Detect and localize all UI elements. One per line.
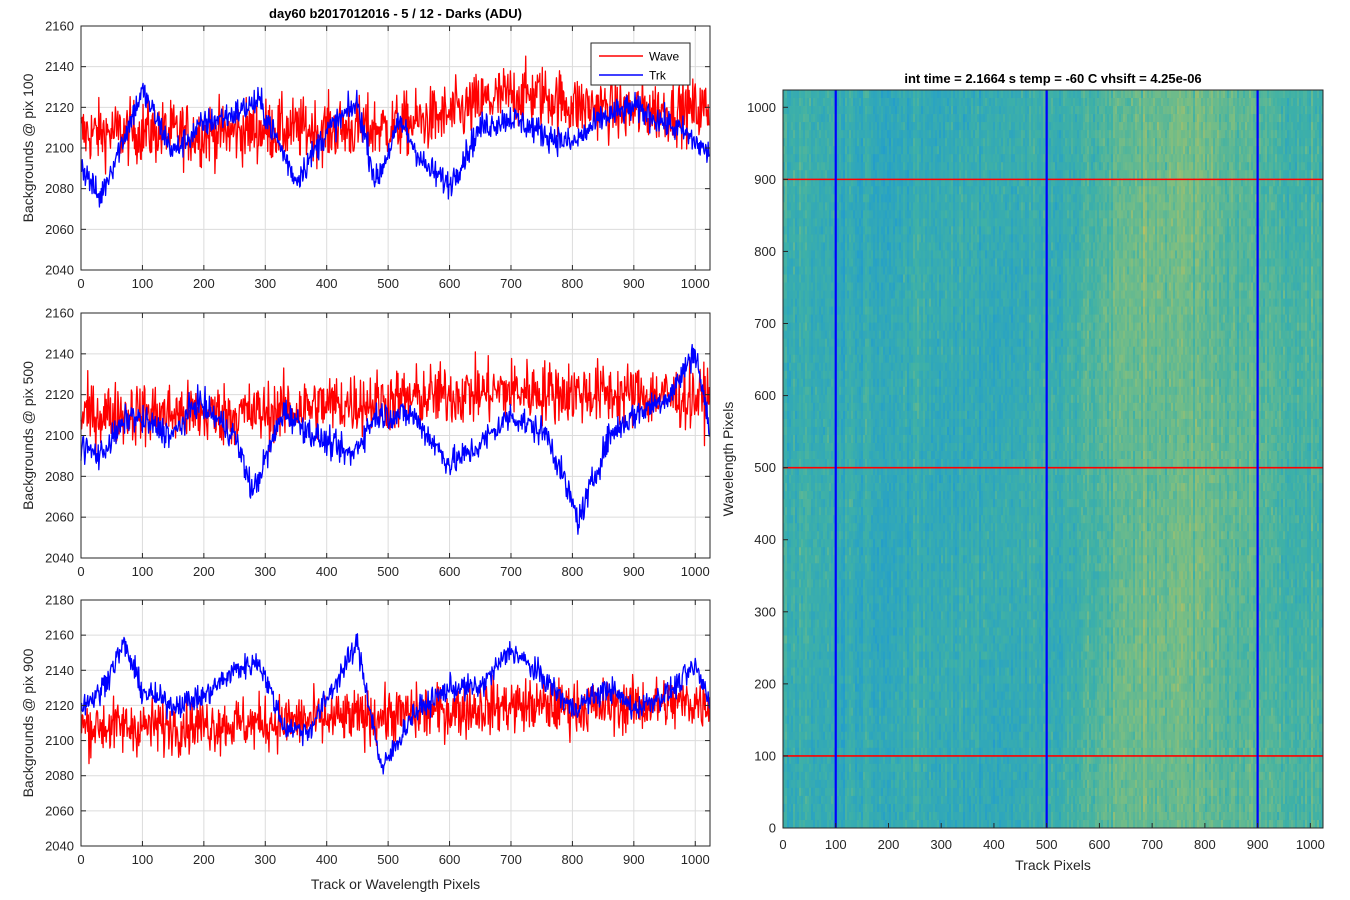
y-tick-label: 2040: [45, 839, 74, 854]
y-axis-label: Backgrounds @ pix 100: [20, 73, 36, 222]
y-tick-label: 2100: [45, 733, 74, 748]
x-tick-label: 700: [500, 564, 522, 579]
x-tick-label: 100: [132, 564, 154, 579]
x-tick-label: 100: [132, 276, 154, 291]
y-tick-label: 2080: [45, 181, 74, 196]
x-tick-label: 700: [500, 852, 522, 867]
y-tick-label: 2100: [45, 428, 74, 443]
panel-pix-500: 0 100 200 300 400 500 600 700 800 900 1000 2040 2060…: [20, 306, 710, 580]
x-tick-label: 900: [623, 276, 645, 291]
x-tick-label: 1000: [681, 852, 710, 867]
y-tick-label: 2140: [45, 663, 74, 678]
x-tick-label: 0: [77, 852, 84, 867]
x-tick-label: 0: [77, 276, 84, 291]
x-tick-label: 400: [316, 852, 338, 867]
y-tick-label: 2060: [45, 803, 74, 818]
y-tick-label: 2140: [45, 346, 74, 361]
y-tick-label: 2060: [45, 510, 74, 525]
y-tick-label: 2080: [45, 469, 74, 484]
y-tick-label: 2120: [45, 698, 74, 713]
panel-pix-100: 0 100 200 300 400 500 600 700 800 900 1000 2040 2060…: [20, 6, 710, 291]
x-tick-label: 900: [623, 852, 645, 867]
y-tick-label: 2100: [45, 141, 74, 156]
x-tick-label: 300: [254, 276, 276, 291]
y-tick-label: 2060: [45, 222, 74, 237]
y-tick-label: 2160: [45, 628, 74, 643]
x-tick-label: 600: [439, 564, 461, 579]
panel-dark-image: 0 100 200 300 400 500 600 700 800 900 100001002003…: [720, 71, 1325, 873]
x-tick-label: 300: [254, 852, 276, 867]
heatmap-image: [783, 90, 1323, 828]
x-tick-label: 1000: [681, 276, 710, 291]
x-tick-label: 300: [254, 564, 276, 579]
x-tick-label: 700: [500, 276, 522, 291]
x-tick-label: 800: [562, 276, 584, 291]
x-tick-label: 500: [377, 852, 399, 867]
x-tick-label: 200: [193, 852, 215, 867]
y-tick-label: 2160: [45, 306, 74, 321]
y-tick-label: 2040: [45, 263, 74, 278]
y-tick-label: 2120: [45, 387, 74, 402]
x-tick-label: 500: [377, 276, 399, 291]
y-tick-label: 2120: [45, 100, 74, 115]
x-tick-label: 800: [562, 564, 584, 579]
x-tick-label: 200: [193, 564, 215, 579]
y-tick-label: 2040: [45, 551, 74, 566]
x-tick-label: 500: [377, 564, 399, 579]
y-axis-label: Backgrounds @ pix 900: [20, 648, 36, 797]
x-tick-label: 600: [439, 276, 461, 291]
panel-pix-900: 0 100 200 300 400 500 600 700 800 900 1000 2040 2060…: [20, 593, 710, 893]
x-tick-label: 0: [77, 564, 84, 579]
x-tick-label: 100: [132, 852, 154, 867]
x-tick-label: 1000: [681, 564, 710, 579]
x-tick-label: 900: [623, 564, 645, 579]
x-tick-label: 600: [439, 852, 461, 867]
x-tick-label: 200: [193, 276, 215, 291]
x-tick-label: 400: [316, 564, 338, 579]
chart-title: day60 b2017012016 - 5 / 12 - Darks (ADU): [269, 6, 522, 21]
legend-label: Trk: [649, 69, 667, 83]
y-tick-label: 2160: [45, 19, 74, 34]
y-axis-label: Backgrounds @ pix 500: [20, 361, 36, 510]
y-tick-label: 2140: [45, 59, 74, 74]
y-tick-label: 2080: [45, 768, 74, 783]
y-tick-label: 2180: [45, 593, 74, 608]
x-axis-label: Track or Wavelength Pixels: [311, 876, 480, 892]
x-tick-label: 800: [562, 852, 584, 867]
legend-label: Wave: [649, 50, 680, 64]
x-tick-label: 400: [316, 276, 338, 291]
